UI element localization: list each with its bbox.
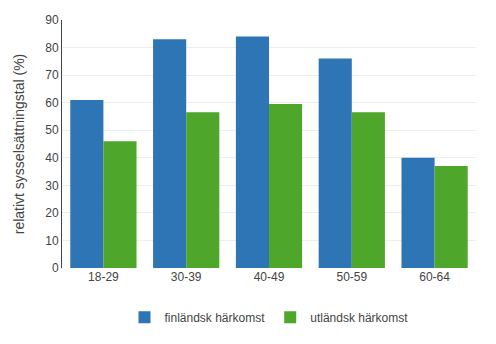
svg-text:20: 20 (45, 206, 59, 220)
svg-text:finländsk härkomst: finländsk härkomst (165, 311, 266, 325)
svg-text:90: 90 (45, 13, 59, 27)
svg-text:60: 60 (45, 96, 59, 110)
svg-text:0: 0 (52, 261, 59, 275)
svg-text:relativt sysselsättningstal (%: relativt sysselsättningstal (%) (11, 54, 27, 235)
svg-text:60-64: 60-64 (419, 270, 450, 284)
svg-text:30-39: 30-39 (171, 270, 202, 284)
svg-text:10: 10 (45, 234, 59, 248)
svg-text:18-29: 18-29 (88, 270, 119, 284)
svg-text:40: 40 (45, 151, 59, 165)
svg-text:50: 50 (45, 123, 59, 137)
svg-text:30: 30 (45, 179, 59, 193)
svg-text:50-59: 50-59 (336, 270, 367, 284)
svg-text:80: 80 (45, 41, 59, 55)
svg-text:utländsk härkomst: utländsk härkomst (310, 311, 408, 325)
svg-text:70: 70 (45, 68, 59, 82)
svg-text:40-49: 40-49 (254, 270, 285, 284)
